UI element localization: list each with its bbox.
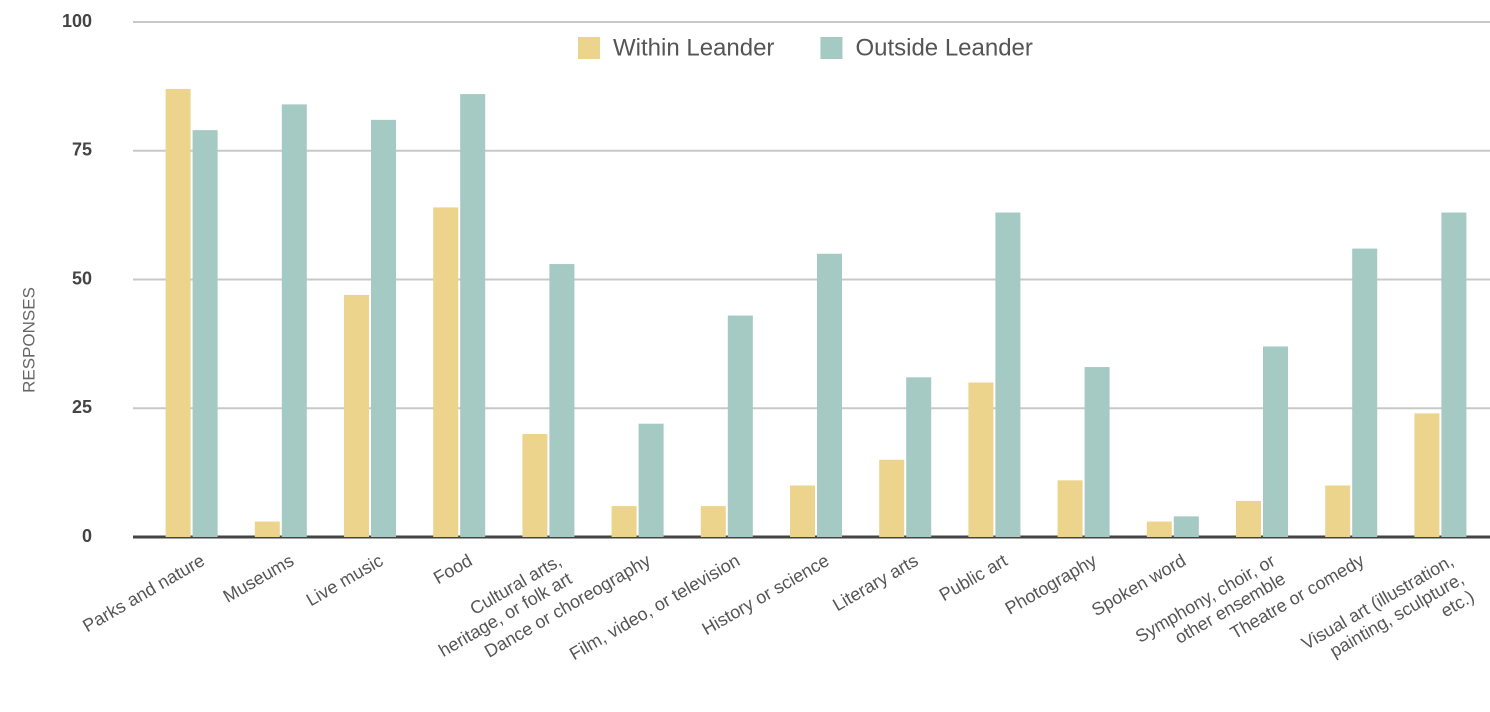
x-tick-label: Film, video, or television [566, 550, 743, 664]
x-tick-label: Parks and nature [79, 550, 208, 636]
y-tick-label: 75 [72, 140, 92, 160]
bar [879, 459, 905, 537]
bar [700, 506, 726, 537]
bar [1236, 500, 1261, 537]
bar [371, 119, 396, 537]
x-tick-label: Live music [303, 550, 387, 610]
bar [522, 434, 548, 537]
x-tick-label: Literary arts [829, 550, 921, 615]
x-tick-label: Public art [936, 550, 1011, 605]
x-tick-label: Museums [220, 550, 298, 606]
bar [433, 207, 459, 537]
bar [968, 382, 994, 537]
bar [995, 212, 1021, 538]
bar [1263, 346, 1288, 537]
y-tick-label: 25 [72, 397, 92, 417]
bar [1441, 212, 1467, 538]
bar [281, 104, 307, 538]
bar [611, 506, 637, 537]
y-tick-label: 0 [82, 526, 92, 546]
bar [1057, 480, 1083, 537]
bar [727, 315, 753, 537]
bar [638, 423, 664, 537]
x-tick-label: Photography [1002, 550, 1100, 618]
bar [460, 94, 486, 537]
bar [192, 130, 218, 537]
legend-swatch [820, 37, 843, 59]
bar [1325, 485, 1351, 537]
x-tick-label: Food [430, 550, 476, 588]
bar [165, 88, 191, 537]
bar [1146, 521, 1172, 537]
bar [906, 377, 932, 537]
bar [1352, 248, 1378, 537]
bar [549, 264, 575, 537]
legend-label: Outside Leander [855, 34, 1032, 61]
bar [817, 253, 842, 537]
bar [344, 294, 369, 537]
y-tick-label: 100 [62, 11, 92, 31]
bar [1173, 516, 1199, 537]
legend-swatch [578, 37, 600, 59]
y-tick-label: 50 [72, 268, 92, 288]
bar [1414, 413, 1440, 537]
bar [254, 521, 280, 537]
bar [790, 485, 815, 537]
y-axis-label: RESPONSES [19, 287, 38, 393]
legend-label: Within Leander [613, 34, 774, 61]
bar [1084, 367, 1110, 537]
